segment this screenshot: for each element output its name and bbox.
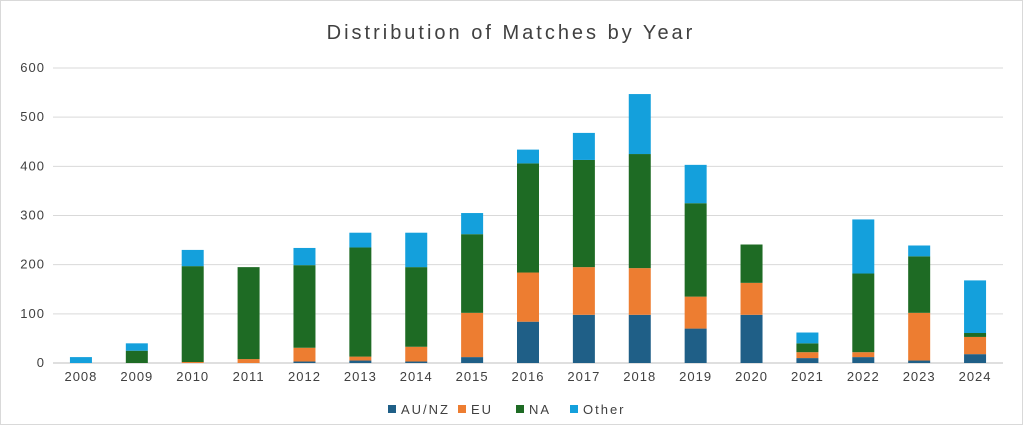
x-tick-label: 2017 [567,369,600,384]
bar-segment-au-nz-2014 [405,361,428,363]
x-tick-label: 2008 [64,369,97,384]
bar-segment-other-2010 [181,249,204,267]
legend-label: NA [529,402,551,417]
bar-segment-na-2020 [740,244,763,283]
y-tick-label: 600 [20,60,45,75]
bar-segment-na-2018 [628,154,651,269]
bar-segment-eu-2010 [181,362,204,363]
x-tick-label: 2019 [679,369,712,384]
bar-segment-na-2019 [684,203,707,297]
bar-segment-au-nz-2020 [740,314,763,363]
x-tick-label: 2024 [959,369,992,384]
bar-segment-na-2013 [349,247,372,357]
legend-swatch-au-nz [388,405,396,413]
bars-layer [69,94,987,363]
legend-label: AU/NZ [401,402,450,417]
bar-segment-eu-2015 [461,312,484,358]
bar-segment-au-nz-2022 [852,357,875,363]
bar-segment-other-2013 [349,232,372,248]
x-tick-label: 2014 [400,369,433,384]
bar-segment-eu-2013 [349,356,372,361]
bar-segment-other-2017 [572,132,595,160]
bar-segment-other-2023 [908,245,931,257]
bar-segment-eu-2016 [517,272,539,322]
bar-segment-au-nz-2019 [684,328,707,363]
bar-segment-na-2023 [908,256,931,313]
bar-segment-eu-2019 [684,296,707,329]
x-tick-label: 2018 [623,369,656,384]
bar-segment-eu-2024 [964,336,987,355]
bar-segment-na-2022 [852,273,875,353]
y-tick-label: 400 [20,158,45,173]
bar-segment-na-2017 [572,159,595,268]
x-axis: 2008 2009 2010 2011 2012 2013 2014 2015 2016 2017… [64,369,992,384]
bar-segment-eu-2014 [405,346,428,362]
bar-segment-eu-2011 [237,359,260,363]
bar-segment-au-nz-2018 [628,314,651,363]
bar-segment-other-2015 [461,213,484,235]
x-tick-label: 2011 [233,369,265,384]
y-tick-label: 200 [20,257,45,272]
bar-segment-au-nz-2021 [796,358,819,363]
bar-segment-au-nz-2016 [517,321,539,363]
legend-swatch-na [516,405,524,413]
bar-segment-na-2024 [964,333,987,337]
legend-label: EU [471,402,493,417]
bar-segment-na-2016 [517,163,539,273]
bar-segment-eu-2018 [628,268,651,315]
x-tick-label: 2023 [903,369,936,384]
x-tick-label: 2009 [120,369,153,384]
bar-segment-na-2015 [461,234,484,313]
bar-segment-au-nz-2013 [349,360,372,363]
bar-segment-other-2022 [852,219,875,274]
bar-segment-eu-2021 [796,352,819,359]
x-tick-label: 2020 [735,369,768,384]
chart-title: Distribution of Matches by Year [327,22,696,44]
bar-segment-na-2011 [237,267,260,360]
bar-segment-other-2009 [125,343,148,351]
y-tick-label: 0 [37,355,45,370]
bar-segment-other-2008 [69,357,92,363]
bar-segment-other-2019 [684,164,707,204]
y-tick-label: 100 [20,306,45,321]
legend-swatch-eu [458,405,466,413]
bar-segment-eu-2017 [572,267,595,315]
y-axis: 0 100 200 300 400 500 600 [20,60,45,370]
legend-label: Other [583,402,626,417]
bar-segment-au-nz-2024 [964,354,987,363]
legend: AU/NZ EU NA Other [388,402,626,417]
x-tick-label: 2021 [791,369,824,384]
bar-segment-eu-2012 [293,347,316,362]
bar-segment-au-nz-2015 [461,357,484,363]
x-tick-label: 2016 [512,369,545,384]
bar-segment-other-2012 [293,247,316,266]
x-tick-label: 2013 [344,369,377,384]
bar-segment-eu-2023 [908,312,931,361]
x-tick-label: 2022 [847,369,880,384]
bar-segment-na-2010 [181,266,204,363]
bar-segment-au-nz-2017 [572,314,595,363]
bar-segment-other-2018 [628,94,651,155]
bar-segment-other-2024 [964,280,987,334]
y-tick-label: 500 [20,109,45,124]
bar-segment-au-nz-2012 [293,361,316,363]
bar-segment-eu-2022 [852,352,875,358]
bar-segment-eu-2020 [740,282,763,315]
x-tick-label: 2010 [176,369,209,384]
bar-segment-na-2012 [293,265,316,348]
x-tick-label: 2012 [288,369,321,384]
bar-segment-na-2014 [405,267,428,347]
bar-segment-other-2014 [405,232,428,268]
bar-segment-na-2009 [125,350,148,363]
bar-segment-au-nz-2023 [908,360,931,363]
y-tick-label: 300 [20,208,45,223]
bar-segment-other-2021 [796,332,819,344]
legend-swatch-other [570,405,578,413]
bar-segment-other-2016 [517,149,539,164]
x-tick-label: 2015 [456,369,489,384]
bar-segment-na-2021 [796,343,819,353]
